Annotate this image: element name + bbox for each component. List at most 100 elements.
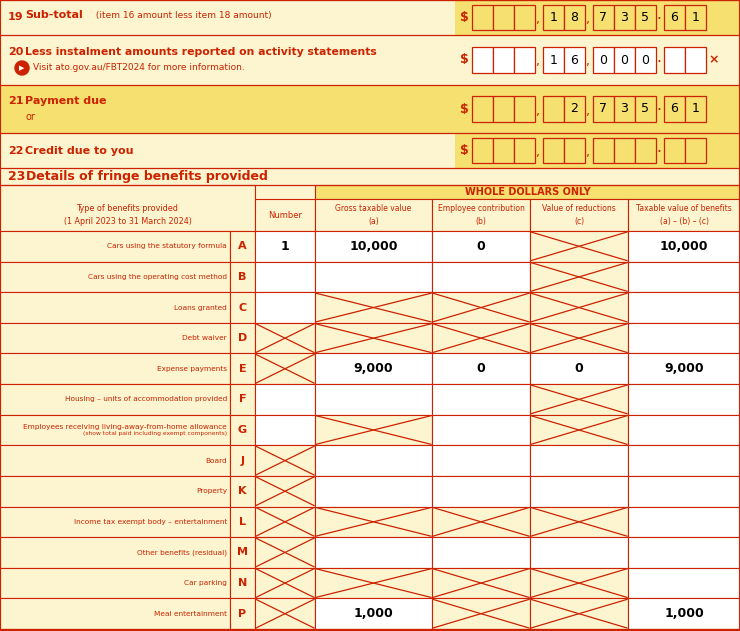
Text: 10,000: 10,000	[349, 240, 398, 253]
Bar	[0, 507, 230, 537]
Text: 9,000: 9,000	[665, 362, 704, 375]
Bar	[514, 138, 535, 163]
Text: $: $	[460, 144, 468, 157]
Text: Car parking: Car parking	[184, 580, 227, 586]
Text: P: P	[238, 609, 246, 618]
Text: (item 16 amount less item 18 amount): (item 16 amount less item 18 amount)	[93, 11, 272, 20]
Bar	[628, 476, 740, 507]
Bar	[614, 138, 635, 163]
Text: ,: ,	[536, 146, 540, 159]
Text: 5: 5	[642, 11, 650, 24]
Bar	[0, 598, 230, 629]
Text: Details of fringe benefits provided: Details of fringe benefits provided	[26, 170, 268, 183]
Bar	[628, 353, 740, 384]
Text: 1: 1	[280, 240, 289, 253]
Text: Meal entertainment: Meal entertainment	[154, 611, 227, 616]
Bar	[530, 415, 628, 445]
Text: Sub-total: Sub-total	[25, 11, 83, 20]
Bar	[455, 0, 740, 35]
Bar	[593, 5, 614, 30]
Text: 6: 6	[670, 11, 679, 24]
Bar	[0, 35, 740, 85]
Text: WHOLE DOLLARS ONLY: WHOLE DOLLARS ONLY	[465, 187, 591, 197]
Text: Taxable value of benefits
(a) – (b) – (c): Taxable value of benefits (a) – (b) – (c…	[636, 204, 732, 226]
Bar	[564, 47, 585, 73]
Circle shape	[15, 61, 29, 75]
Bar	[472, 138, 493, 163]
Bar	[315, 598, 432, 629]
Bar	[255, 445, 315, 476]
Text: $: $	[460, 102, 468, 115]
Bar	[315, 568, 432, 598]
Bar	[685, 5, 706, 30]
Text: Value of reductions
(c): Value of reductions (c)	[542, 204, 616, 226]
Bar	[685, 47, 706, 73]
Bar	[455, 85, 740, 133]
Text: (show total paid including exempt components): (show total paid including exempt compon…	[83, 432, 227, 437]
Bar	[0, 168, 740, 185]
Bar	[0, 323, 230, 353]
Text: ,: ,	[536, 56, 540, 69]
Text: Board: Board	[206, 457, 227, 464]
Text: 1: 1	[692, 11, 699, 24]
Bar	[530, 598, 628, 629]
Text: B: B	[238, 272, 246, 282]
Bar	[432, 537, 530, 568]
Bar	[530, 507, 628, 537]
Bar	[514, 96, 535, 122]
Bar	[255, 353, 315, 384]
Bar	[230, 262, 255, 292]
Text: 0: 0	[642, 54, 650, 66]
Bar	[255, 384, 315, 415]
Bar	[255, 231, 315, 262]
Text: ,: ,	[586, 56, 590, 69]
Text: 1,000: 1,000	[664, 607, 704, 620]
Bar	[593, 138, 614, 163]
Text: ,: ,	[586, 13, 590, 26]
Bar	[432, 384, 530, 415]
Text: 7: 7	[599, 11, 608, 24]
Bar	[432, 415, 530, 445]
Text: K: K	[238, 487, 246, 496]
Bar	[530, 262, 628, 292]
Bar	[685, 138, 706, 163]
Bar	[432, 476, 530, 507]
Text: ,: ,	[536, 13, 540, 26]
Bar	[472, 96, 493, 122]
Bar	[514, 47, 535, 73]
Text: $: $	[460, 54, 468, 66]
Text: ·: ·	[656, 12, 662, 27]
Bar	[455, 133, 740, 168]
Bar	[432, 507, 530, 537]
Bar	[685, 96, 706, 122]
Text: Cars using the operating cost method: Cars using the operating cost method	[88, 274, 227, 280]
Bar	[0, 0, 740, 35]
Bar	[0, 384, 230, 415]
Bar	[315, 507, 432, 537]
Bar	[0, 231, 230, 262]
Text: 10,000: 10,000	[660, 240, 708, 253]
Bar	[593, 96, 614, 122]
Bar	[315, 199, 432, 231]
Bar	[432, 262, 530, 292]
Text: ,: ,	[586, 105, 590, 117]
Text: ×: ×	[709, 54, 719, 66]
Text: 23: 23	[8, 170, 25, 183]
Text: Gross taxable value
(a): Gross taxable value (a)	[335, 204, 411, 226]
Text: N: N	[238, 578, 247, 588]
Bar	[315, 323, 432, 353]
Bar	[255, 537, 315, 568]
Bar	[432, 323, 530, 353]
Bar	[0, 476, 230, 507]
Text: F: F	[239, 394, 246, 404]
Text: Number: Number	[268, 211, 302, 220]
Bar	[472, 47, 493, 73]
Text: Credit due to you: Credit due to you	[25, 146, 133, 155]
Bar	[0, 537, 230, 568]
Bar	[628, 384, 740, 415]
Text: Employees receiving living-away-from-home allowance: Employees receiving living-away-from-hom…	[23, 424, 227, 430]
Bar	[493, 47, 514, 73]
Text: Payment due: Payment due	[25, 96, 107, 106]
Text: 1,000: 1,000	[354, 607, 394, 620]
Text: 8: 8	[571, 11, 579, 24]
